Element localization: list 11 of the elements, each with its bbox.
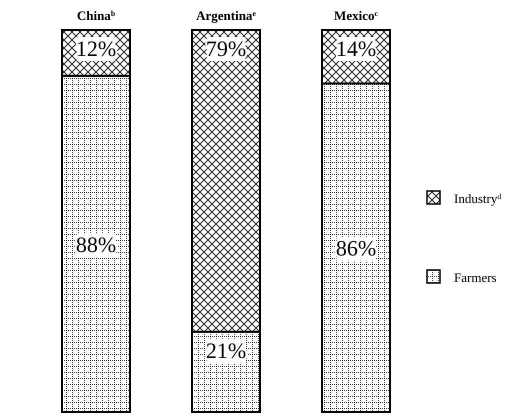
data-label: 86%	[336, 236, 376, 261]
data-label: 12%	[76, 36, 116, 61]
data-label: 79%	[206, 36, 246, 61]
x-tick-label: China$^{b}$	[76, 8, 116, 23]
data-label: 21%	[206, 338, 246, 363]
data-label: 88%	[76, 232, 116, 257]
legend-label: Farmers	[454, 270, 497, 285]
x-tick-label: Argentina$^{e}$	[196, 8, 256, 23]
data-label: 14%	[336, 36, 376, 61]
x-tick-label: Mexico$^{c}$	[334, 8, 378, 23]
legend-label: Industry$^{d}$	[454, 191, 502, 206]
